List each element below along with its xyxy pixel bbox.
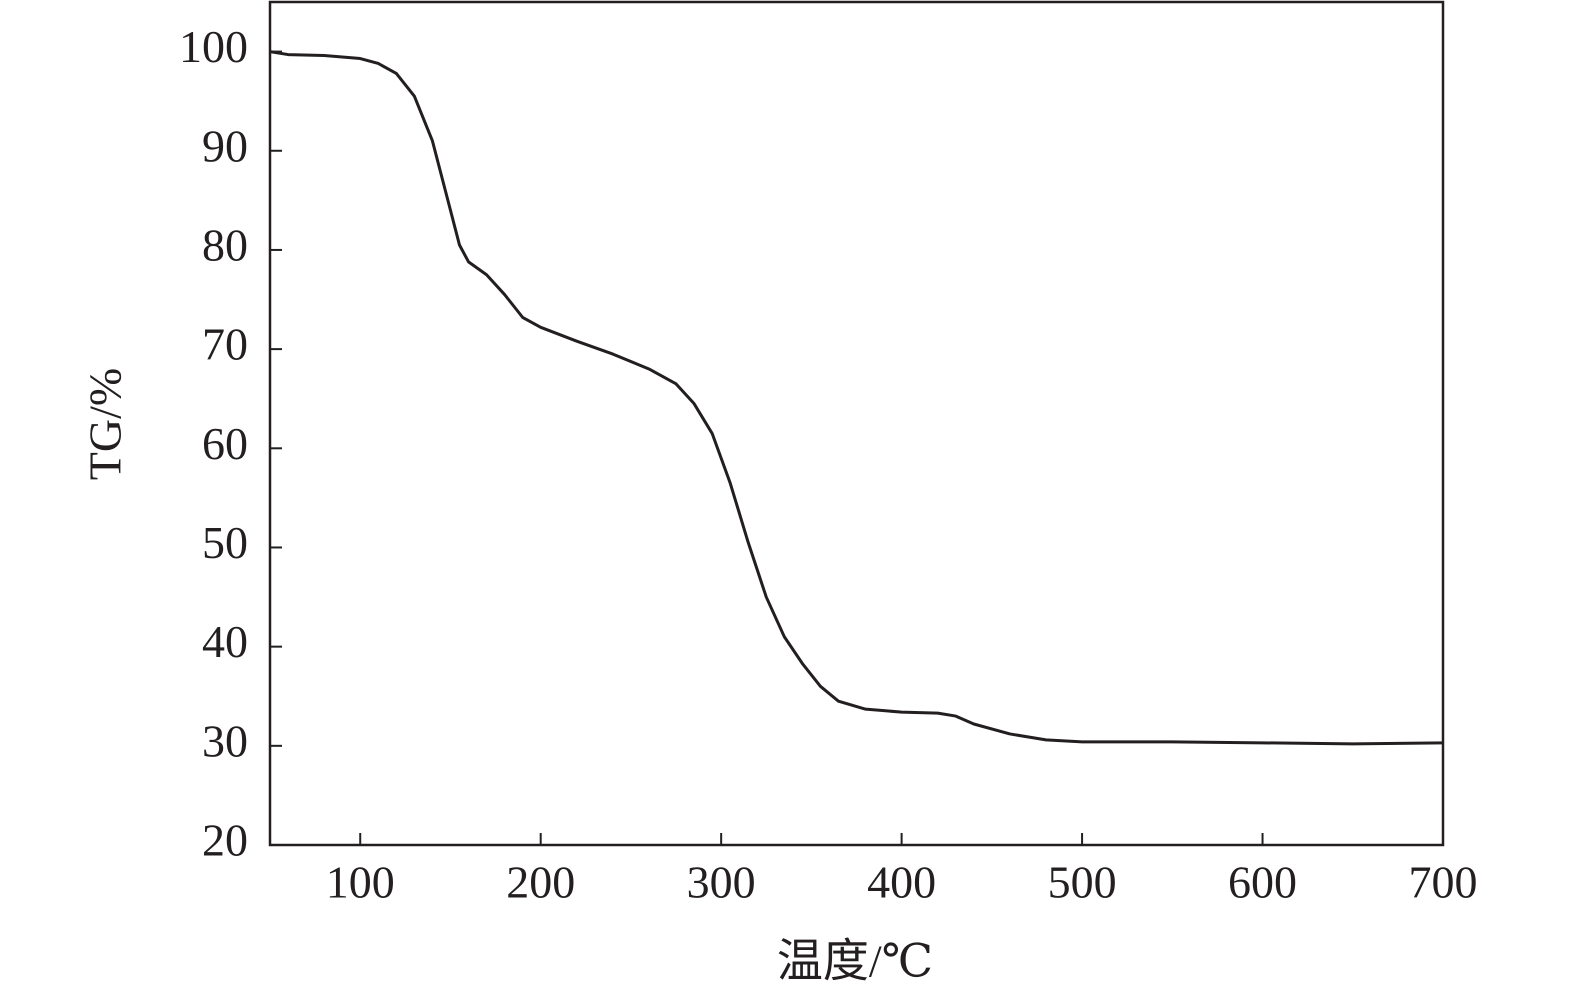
- y-tick-label: 20: [202, 815, 248, 866]
- x-axis-label: 温度/℃: [777, 936, 933, 987]
- x-tick-label: 300: [687, 857, 756, 908]
- y-tick-label: 90: [202, 120, 248, 171]
- y-tick-label: 30: [202, 715, 248, 766]
- y-tick-label: 100: [179, 21, 248, 72]
- data-line: [269, 50, 1444, 746]
- x-tick-label: 600: [1228, 857, 1297, 908]
- y-tick-label: 60: [202, 418, 248, 469]
- x-tick-label: 500: [1048, 857, 1117, 908]
- x-tick-label: 700: [1409, 857, 1478, 908]
- y-tick-label: 80: [202, 220, 248, 271]
- x-tick-label: 100: [326, 857, 395, 908]
- x-tick-label: 200: [506, 857, 575, 908]
- y-tick-label: 50: [202, 517, 248, 568]
- y-tick-label: 70: [202, 319, 248, 370]
- x-tick-label: 400: [867, 857, 936, 908]
- plot-frame: [268, 0, 1445, 847]
- y-axis-label: TG/%: [80, 368, 131, 480]
- y-tick-label: 40: [202, 616, 248, 667]
